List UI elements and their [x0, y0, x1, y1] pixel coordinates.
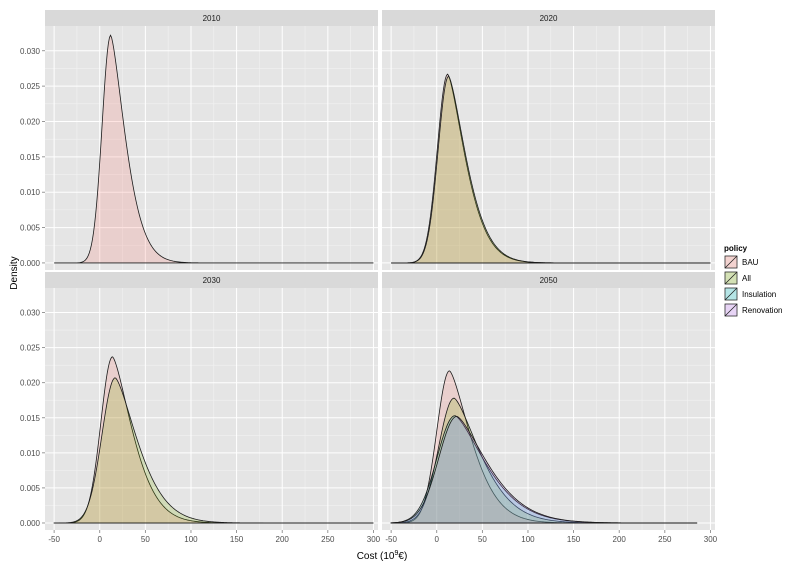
x-tick-label: 100	[521, 535, 535, 544]
facet-strip	[45, 10, 378, 26]
x-tick-label: -50	[385, 535, 397, 544]
legend-key-slash	[724, 271, 738, 285]
panel-2010: 2010	[45, 10, 378, 270]
legend: policy BAU All Insulation Renovation	[723, 244, 782, 318]
y-tick-label: 0.015	[20, 153, 41, 162]
y-tick-label: 0.010	[20, 188, 41, 197]
y-tick-label: 0.015	[20, 414, 41, 423]
legend-label: BAU	[742, 258, 759, 267]
panel-background	[45, 288, 378, 530]
y-axis-title: Density	[9, 256, 20, 289]
legend-label: All	[742, 274, 751, 283]
legend-key-slash	[724, 255, 738, 269]
y-tick-label: 0.010	[20, 449, 41, 458]
axes-layer: 0.000 0.005 0.010 0.015 0.020 0.025 0.030 0.000…	[20, 47, 718, 544]
legend-item-insulation: Insulation	[723, 286, 776, 302]
x-tick-label: 300	[367, 535, 381, 544]
panel-2030: 2030	[45, 272, 378, 530]
y-tick-label: 0.000	[20, 259, 41, 268]
x-tick-label: 250	[658, 535, 672, 544]
facet-strip-label: 2050	[540, 276, 558, 285]
y-tick-label: 0.000	[20, 519, 41, 528]
legend-item-all: All	[723, 270, 751, 286]
density-area-all	[53, 377, 374, 524]
facet-strip-label: 2010	[203, 14, 221, 23]
legend-item-renovation: Renovation	[723, 302, 782, 318]
x-tick-label: 0	[435, 535, 440, 544]
legend-key-slash	[724, 303, 738, 317]
x-tick-label: 200	[276, 535, 290, 544]
panel-2020: 2020	[382, 10, 715, 270]
facet-strip	[382, 272, 715, 288]
panel-background	[382, 288, 715, 530]
y-tick-label: 0.005	[20, 484, 41, 493]
y-tick-label: 0.025	[20, 344, 41, 353]
x-tick-label: 100	[184, 535, 198, 544]
legend-item-bau: BAU	[723, 254, 759, 270]
legend-items: BAU All Insulation Renovation	[723, 254, 782, 318]
legend-label: Insulation	[742, 290, 776, 299]
panel-2050: 2050	[382, 272, 715, 530]
facet-strip-label: 2020	[540, 14, 558, 23]
y-tick-label: 0.025	[20, 82, 41, 91]
x-tick-label: 0	[98, 535, 103, 544]
x-tick-label: 50	[141, 535, 150, 544]
x-tick-label: 50	[478, 535, 487, 544]
density-area-bau	[54, 34, 374, 264]
y-tick-label: 0.030	[20, 47, 41, 56]
density-area-all	[391, 75, 711, 264]
y-tick-label: 0.020	[20, 117, 41, 126]
y-tick-label: 0.020	[20, 379, 41, 388]
legend-title: policy	[724, 244, 748, 253]
x-axis-title: Cost (109€)	[357, 550, 408, 562]
x-tick-label: 250	[321, 535, 335, 544]
x-tick-label: 150	[230, 535, 244, 544]
panels-layer: 2010 2020 2030 2050	[45, 10, 715, 530]
facet-strip	[382, 10, 715, 26]
x-tick-label: -50	[48, 535, 60, 544]
facet-strip-label: 2030	[203, 276, 221, 285]
x-tick-label: 300	[704, 535, 718, 544]
density-area-renovation	[390, 415, 698, 524]
y-tick-label: 0.005	[20, 224, 41, 233]
x-tick-label: 150	[567, 535, 581, 544]
y-tick-label: 0.030	[20, 309, 41, 318]
facet-strip	[45, 272, 378, 288]
legend-key-slash	[724, 287, 738, 301]
legend-label: Renovation	[742, 306, 782, 315]
x-tick-label: 200	[613, 535, 627, 544]
